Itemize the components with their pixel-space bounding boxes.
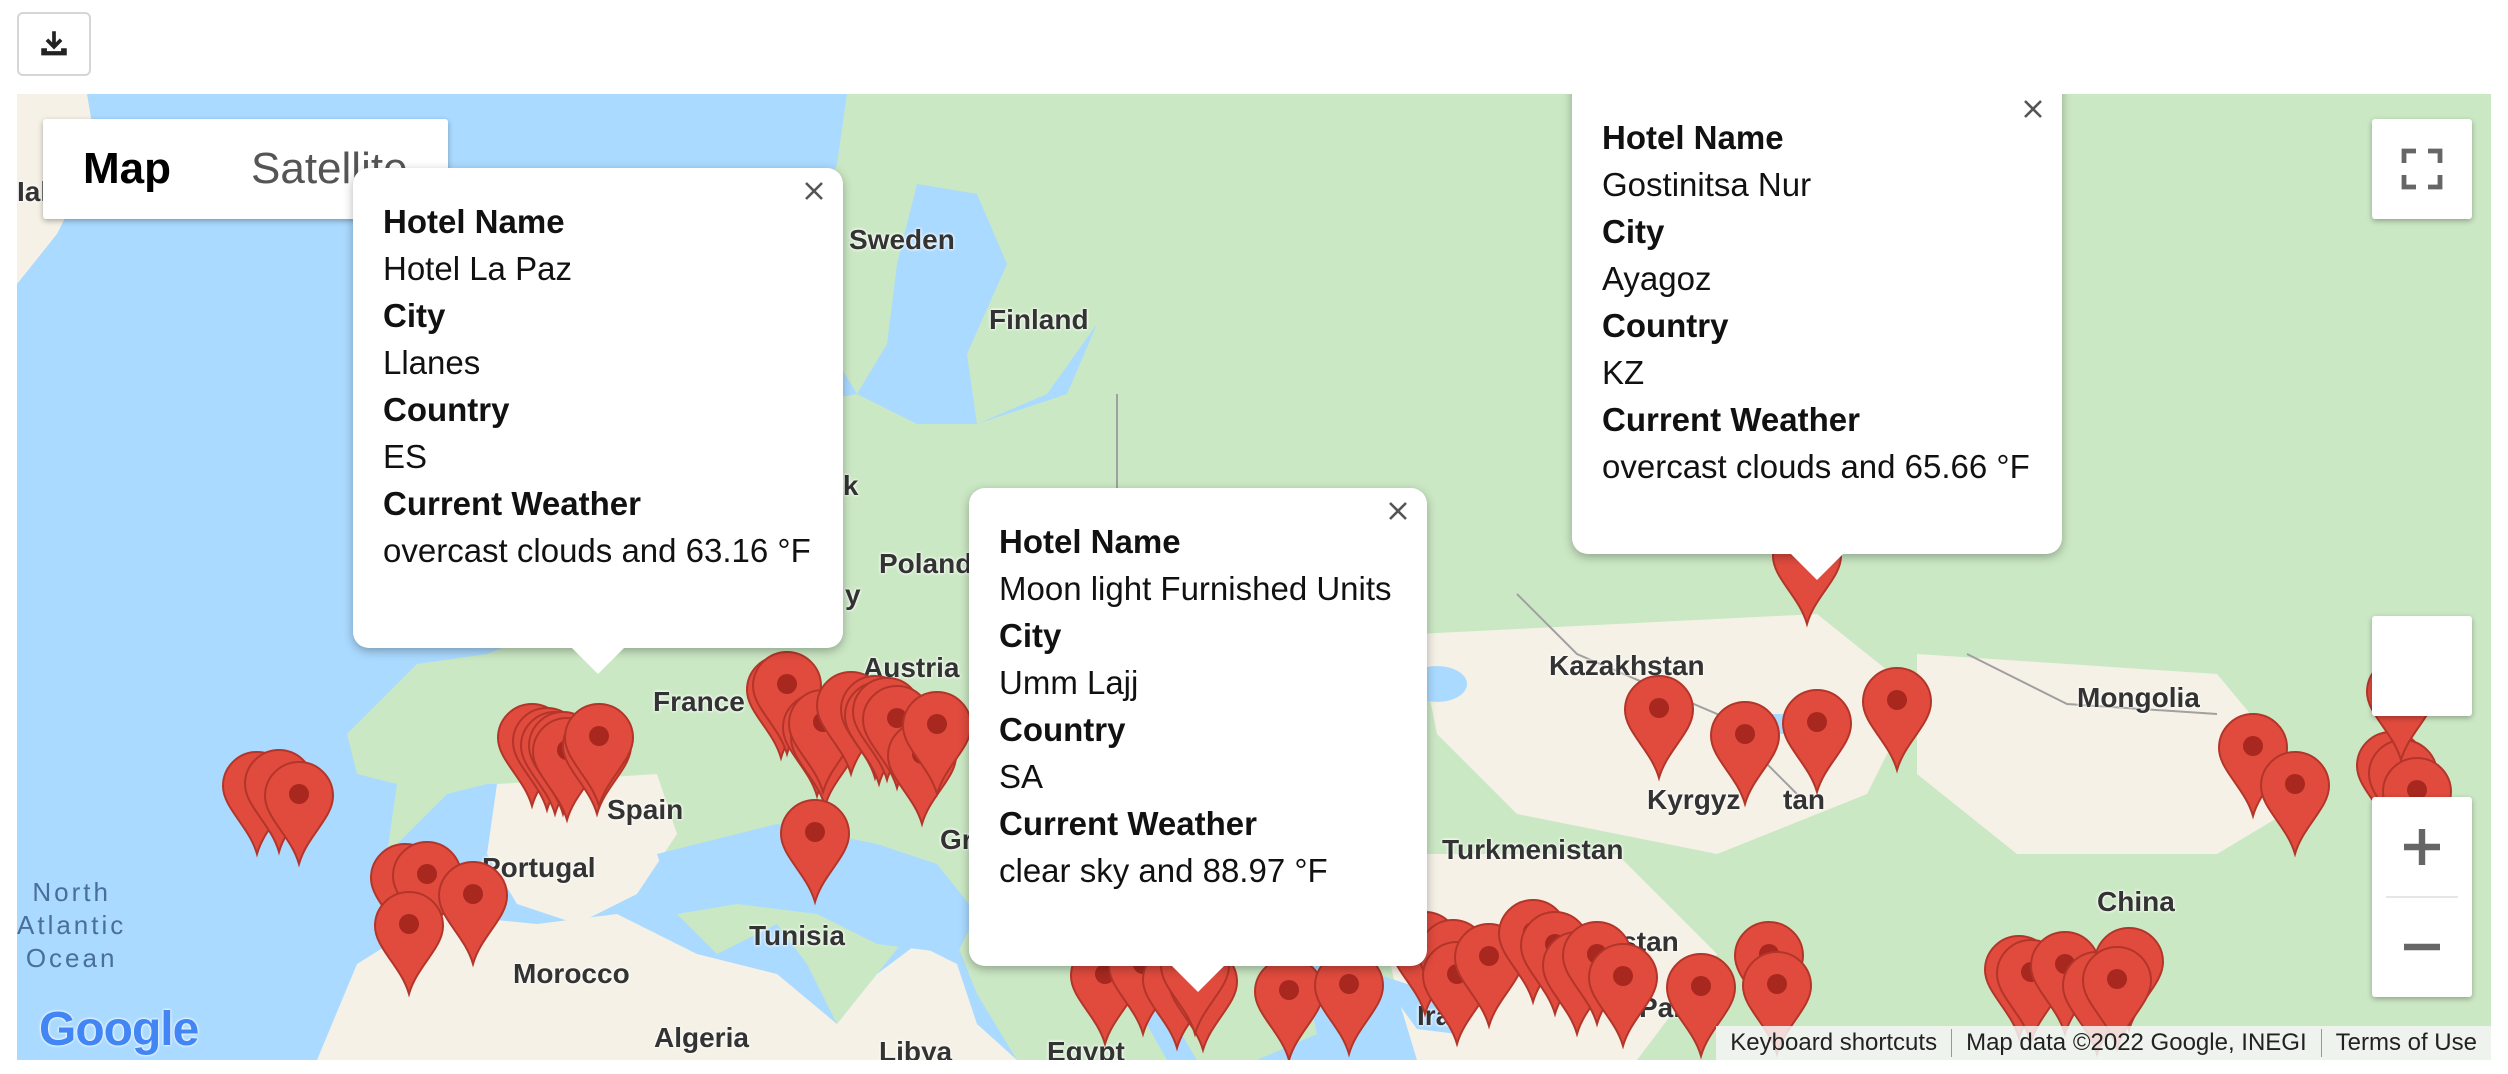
country-value: ES [383, 438, 428, 475]
marker-layer [221, 521, 2453, 1060]
map-marker[interactable] [437, 861, 509, 968]
terms-of-use-link[interactable]: Terms of Use [2320, 1029, 2491, 1057]
zoom-in-button[interactable] [2372, 797, 2472, 897]
info-window-umm-lajj: Hotel Name Moon light Furnished Units Ci… [969, 488, 1427, 992]
label-poland: Poland [879, 548, 973, 579]
label-kyrgyzstan-a: Kyrgyz [1647, 784, 1741, 815]
weather-value: clear sky and 88.97 °F [999, 852, 1328, 889]
weather-label: Current Weather [1602, 401, 1860, 438]
minus-icon [2404, 943, 2440, 951]
label-algeria: Algeria [654, 1022, 749, 1053]
weather-label: Current Weather [999, 805, 1257, 842]
map-marker[interactable] [1313, 951, 1385, 1058]
attribution-bar: Keyboard shortcuts Map data ©2022 Google… [1716, 1026, 2491, 1060]
map-marker[interactable] [779, 799, 851, 906]
download-icon [41, 31, 67, 56]
label-greece-fragment: Gr [940, 824, 973, 855]
label-morocco: Morocco [513, 958, 630, 989]
label-mongolia: Mongolia [2077, 682, 2200, 713]
map[interactable]: Sweden Finland rk Poland y Austria Franc… [17, 94, 2491, 1060]
map-data-text: Map data ©2022 Google, INEGI [1951, 1029, 2321, 1057]
hotel-name-label: Hotel Name [383, 203, 565, 240]
label-sweden: Sweden [849, 224, 955, 255]
map-marker[interactable] [1781, 689, 1853, 796]
weather-label: Current Weather [383, 485, 641, 522]
label-north-atlantic-ocean: North Atlantic Ocean [17, 877, 127, 973]
zoom-separator [2386, 896, 2458, 898]
hotel-name-value: Gostinitsa Nur [1602, 166, 1812, 203]
city-label: City [999, 617, 1062, 654]
map-marker[interactable] [1741, 951, 1813, 1058]
info-window-tail [572, 648, 624, 674]
weather-value: overcast clouds and 65.66 °F [1602, 448, 2030, 485]
hotel-name-label: Hotel Name [999, 523, 1181, 560]
info-window-tail [1791, 554, 1843, 580]
map-marker[interactable] [373, 891, 445, 998]
label-turkmenistan: Turkmenistan [1442, 834, 1624, 865]
map-marker[interactable] [1623, 675, 1695, 782]
label-kazakhstan: Kazakhstan [1549, 650, 1705, 681]
map-marker[interactable] [1253, 957, 1325, 1060]
info-window-ayagoz: Hotel Name Gostinitsa Nur City Ayagoz Co… [1572, 94, 2062, 580]
google-logo: Google [39, 1003, 199, 1056]
weather-value: overcast clouds and 63.16 °F [383, 532, 811, 569]
map-marker[interactable] [1861, 667, 1933, 774]
hotel-name-label: Hotel Name [1602, 119, 1784, 156]
close-button[interactable] [2018, 94, 2048, 124]
country-label: Country [383, 391, 510, 428]
plus-icon [2404, 829, 2440, 865]
zoom-out-button[interactable] [2372, 897, 2472, 997]
label-france: France [653, 686, 745, 717]
city-label: City [383, 297, 446, 334]
label-egypt: Egypt [1047, 1036, 1125, 1060]
street-view-button[interactable] [2372, 616, 2472, 716]
close-icon [805, 182, 823, 200]
map-marker[interactable] [263, 761, 335, 868]
label-libya: Libya [879, 1036, 953, 1060]
label-tunisia: Tunisia [749, 920, 845, 951]
info-window-llanes: Hotel Name Hotel La Paz City Llanes Coun… [353, 168, 843, 674]
info-window-tail [1172, 966, 1224, 992]
country-value: KZ [1602, 354, 1645, 391]
map-marker[interactable] [2081, 946, 2153, 1053]
label-spain: Spain [607, 794, 684, 825]
close-icon [1389, 502, 1407, 520]
country-label: Country [999, 711, 1126, 748]
fullscreen-button[interactable] [2372, 119, 2472, 219]
label-ireland-fragment: Ial [17, 176, 49, 207]
zoom-control [2372, 797, 2472, 997]
map-marker[interactable] [1709, 701, 1781, 808]
close-icon [2024, 100, 2042, 118]
download-button[interactable] [17, 12, 91, 76]
label-china: China [2097, 886, 2175, 917]
city-value: Llanes [383, 344, 481, 381]
fullscreen-icon [2401, 148, 2443, 190]
map-marker[interactable] [2259, 751, 2331, 858]
map-marker[interactable] [901, 691, 973, 798]
city-value: Ayagoz [1602, 260, 1712, 297]
map-marker[interactable] [563, 703, 635, 810]
country-value: SA [999, 758, 1044, 795]
label-finland: Finland [989, 304, 1089, 335]
map-marker[interactable] [1587, 943, 1659, 1050]
keyboard-shortcuts-link[interactable]: Keyboard shortcuts [1730, 1029, 1938, 1056]
hotel-name-value: Moon light Furnished Units [999, 570, 1392, 607]
city-value: Umm Lajj [999, 664, 1139, 701]
map-type-map-button[interactable]: Map [83, 144, 171, 193]
label-hungary-fragment: y [845, 579, 861, 610]
country-label: Country [1602, 307, 1729, 344]
close-button[interactable] [799, 176, 829, 206]
hotel-name-value: Hotel La Paz [383, 250, 572, 287]
map-marker[interactable] [1665, 953, 1737, 1060]
close-button[interactable] [1383, 496, 1413, 526]
city-label: City [1602, 213, 1665, 250]
